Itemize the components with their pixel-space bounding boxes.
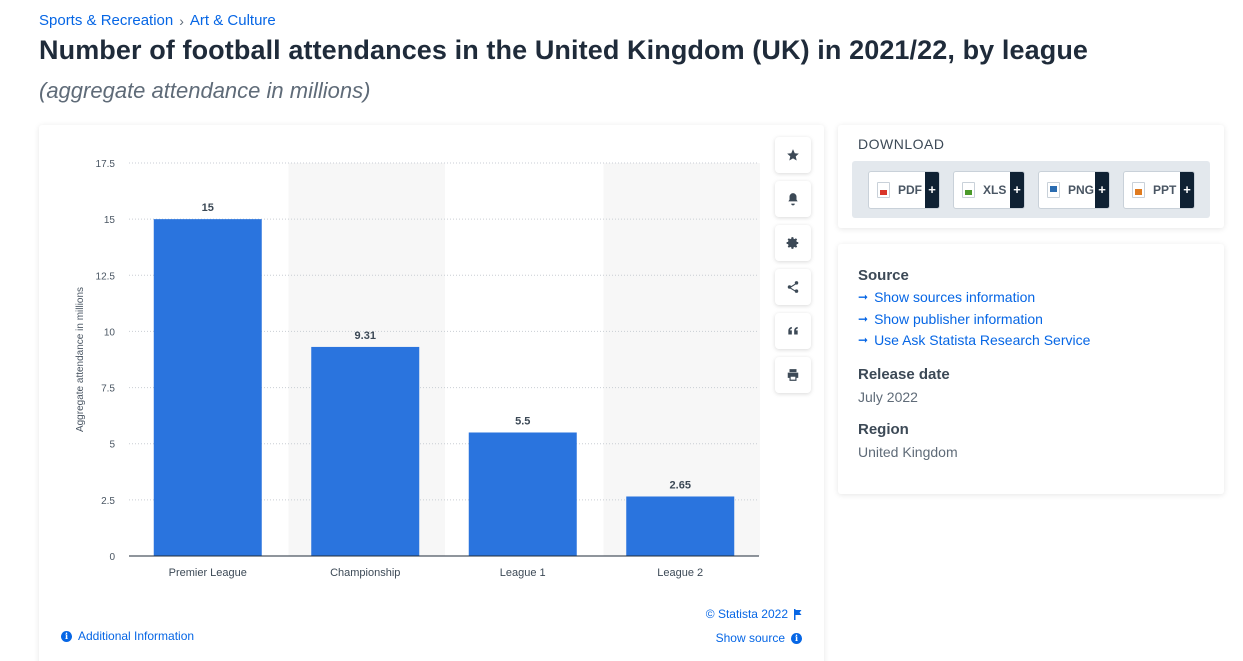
download-xls-button[interactable]: XLS + xyxy=(953,170,1025,209)
print-button[interactable] xyxy=(775,357,811,393)
show-source-link[interactable]: Show source i xyxy=(716,631,802,645)
region-value: United Kingdom xyxy=(858,444,958,460)
share-icon xyxy=(787,281,799,293)
pdf-file-icon xyxy=(877,181,890,198)
bar-league-1 xyxy=(468,432,577,556)
breadcrumb: Sports & Recreation › Art & Culture xyxy=(39,12,276,29)
copyright-text: © Statista 2022 xyxy=(705,607,788,621)
breadcrumb-separator: › xyxy=(179,12,184,29)
download-pdf-button[interactable]: PDF + xyxy=(868,170,940,209)
source-heading: Source xyxy=(858,267,909,284)
favorite-button[interactable] xyxy=(775,137,811,173)
download-buttons: PDF + XLS + PNG + PPT + xyxy=(852,161,1210,218)
ppt-file-icon xyxy=(1132,181,1145,198)
y-tick-label: 15 xyxy=(104,215,116,226)
x-tick-label: Premier League xyxy=(169,567,247,579)
x-tick-label: Championship xyxy=(330,567,400,579)
breadcrumb-sports-recreation[interactable]: Sports & Recreation xyxy=(39,12,174,29)
bar-championship xyxy=(311,346,420,556)
show-publisher-link[interactable]: ➞ Show publisher information xyxy=(858,311,1043,327)
data-label: 5.5 xyxy=(515,415,530,427)
y-tick-label: 17.5 xyxy=(96,159,116,170)
download-png-label: PNG xyxy=(1068,182,1095,197)
data-label: 9.31 xyxy=(355,330,376,342)
download-ppt-button[interactable]: PPT + xyxy=(1123,170,1195,209)
show-source-text: Show source xyxy=(715,631,785,645)
info-icon: i xyxy=(61,630,72,642)
plus-icon: + xyxy=(1095,171,1109,208)
arrow-right-icon: ➞ xyxy=(858,312,869,326)
show-sources-link[interactable]: ➞ Show sources information xyxy=(858,289,1035,305)
additional-information-text: Additional Information xyxy=(78,629,195,643)
release-date-value: July 2022 xyxy=(858,389,918,405)
flag-icon xyxy=(794,608,802,620)
page-title: Number of football attendances in the Un… xyxy=(39,35,1089,65)
download-panel: DOWNLOAD PDF + XLS + PNG + PPT + xyxy=(838,125,1224,228)
chart-toolbar xyxy=(775,137,811,393)
y-tick-label: 7.5 xyxy=(101,384,115,395)
x-tick-label: League 1 xyxy=(500,567,546,579)
print-icon xyxy=(787,369,799,381)
statistic-info-panel: Source ➞ Show sources information ➞ Show… xyxy=(838,244,1224,494)
bar-premier-league xyxy=(153,219,262,556)
arrow-right-icon: ➞ xyxy=(858,333,869,347)
plus-icon: + xyxy=(1180,171,1194,208)
x-tick-label: League 2 xyxy=(657,567,703,579)
page-subtitle: (aggregate attendance in millions) xyxy=(39,78,371,103)
quote-icon xyxy=(788,326,798,335)
info-icon: i xyxy=(791,632,802,644)
settings-button[interactable] xyxy=(775,225,811,261)
data-label: 15 xyxy=(202,202,214,214)
star-icon xyxy=(787,149,799,161)
y-axis-label: Aggregate attendance in millions xyxy=(75,287,86,432)
download-png-button[interactable]: PNG + xyxy=(1038,170,1110,209)
bell-icon xyxy=(788,193,798,206)
y-tick-label: 12.5 xyxy=(96,271,116,282)
xls-file-icon xyxy=(962,181,975,198)
y-tick-label: 2.5 xyxy=(101,496,115,507)
share-button[interactable] xyxy=(775,269,811,305)
bar-league-2 xyxy=(626,496,735,556)
copyright-link[interactable]: © Statista 2022 xyxy=(706,607,802,621)
plus-icon: + xyxy=(1010,171,1024,208)
y-tick-label: 5 xyxy=(109,440,115,451)
chart-card: 0 2.5 5 7.5 10 12.5 15 17.5 Aggregate attendance… xyxy=(39,125,824,661)
y-tick-label: 0 xyxy=(109,552,115,563)
notification-button[interactable] xyxy=(775,181,811,217)
cite-button[interactable] xyxy=(775,313,811,349)
ask-statista-link[interactable]: ➞ Use Ask Statista Research Service xyxy=(858,332,1090,348)
download-title: DOWNLOAD xyxy=(858,136,945,152)
show-sources-text: Show sources information xyxy=(874,289,1036,305)
download-ppt-label: PPT xyxy=(1153,182,1177,197)
gear-icon xyxy=(786,237,799,249)
png-file-icon xyxy=(1047,181,1060,198)
download-xls-label: XLS xyxy=(983,182,1007,197)
bar-chart: 0 2.5 5 7.5 10 12.5 15 17.5 Aggregate attendance… xyxy=(75,159,760,579)
region-heading: Region xyxy=(858,421,909,438)
breadcrumb-art-culture[interactable]: Art & Culture xyxy=(189,12,276,29)
plus-icon: + xyxy=(925,171,939,208)
download-pdf-label: PDF xyxy=(898,182,922,197)
band-shade xyxy=(603,163,760,556)
release-date-heading: Release date xyxy=(858,366,950,383)
y-tick-label: 10 xyxy=(104,327,116,338)
show-publisher-text: Show publisher information xyxy=(874,311,1043,327)
data-label: 2.65 xyxy=(670,479,691,491)
additional-information-link[interactable]: i Additional Information xyxy=(61,629,194,643)
ask-statista-text: Use Ask Statista Research Service xyxy=(874,332,1091,348)
arrow-right-icon: ➞ xyxy=(858,290,869,304)
